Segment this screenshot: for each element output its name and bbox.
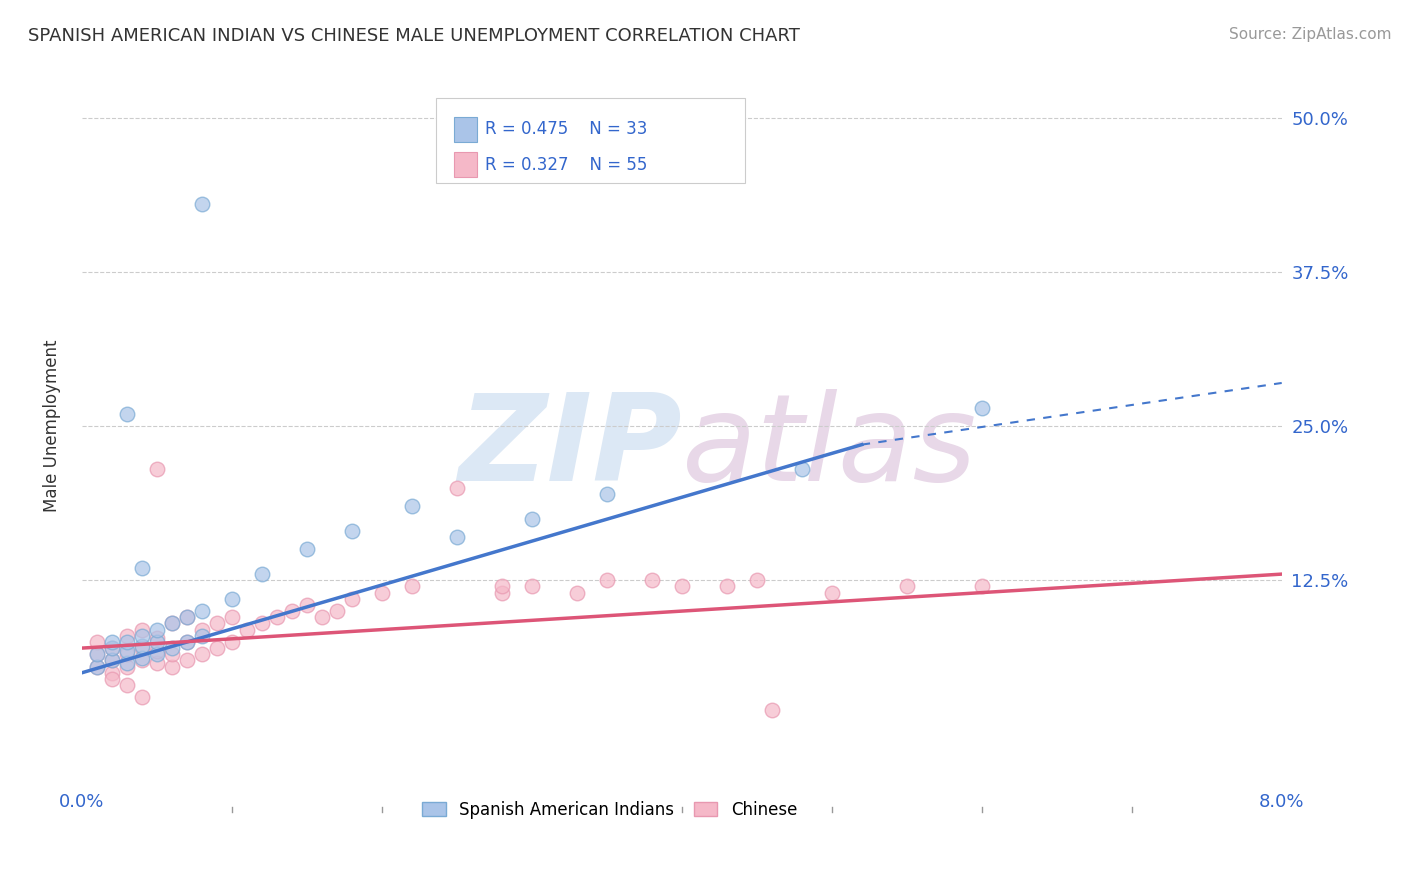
Y-axis label: Male Unemployment: Male Unemployment [44,340,60,512]
Point [101,672,124,686]
Point [205,616,228,631]
Point [101,641,124,656]
Text: atlas: atlas [682,389,977,506]
Point [671,579,693,593]
Point [326,604,349,618]
Point [131,651,153,665]
Point [520,579,543,593]
Point [115,678,138,692]
Text: Source: ZipAtlas.com: Source: ZipAtlas.com [1229,27,1392,42]
Point [745,574,768,588]
Point [115,643,138,657]
Point [176,635,198,649]
Point [295,542,318,557]
Text: SPANISH AMERICAN INDIAN VS CHINESE MALE UNEMPLOYMENT CORRELATION CHART: SPANISH AMERICAN INDIAN VS CHINESE MALE … [28,27,800,45]
Point [115,647,138,661]
Point [131,629,153,643]
Point [176,610,198,624]
Point [340,591,363,606]
Point [176,635,198,649]
Point [191,197,214,211]
Point [146,623,169,637]
Point [896,579,918,593]
Point [236,623,259,637]
Point [790,462,813,476]
Point [115,635,138,649]
Point [191,604,214,618]
Point [446,530,468,544]
Point [311,610,333,624]
Point [101,653,124,667]
Point [86,647,108,661]
Text: ZIP: ZIP [458,389,682,506]
Point [115,659,138,673]
Point [491,579,513,593]
Text: R = 0.327    N = 55: R = 0.327 N = 55 [485,156,647,174]
Point [520,511,543,525]
Point [101,641,124,656]
Point [250,616,273,631]
Point [266,610,288,624]
Point [131,623,153,637]
Point [101,665,124,680]
Point [401,579,423,593]
Point [716,579,738,593]
Point [205,641,228,656]
Point [596,487,619,501]
Point [131,639,153,653]
Point [281,604,304,618]
Point [86,647,108,661]
Point [970,401,993,415]
Point [131,690,153,705]
Point [115,407,138,421]
Point [191,623,214,637]
Point [340,524,363,538]
Text: R = 0.475    N = 33: R = 0.475 N = 33 [485,120,647,138]
Point [146,647,169,661]
Point [131,641,153,656]
Point [176,653,198,667]
Point [565,585,588,599]
Point [86,659,108,673]
Point [86,659,108,673]
Point [101,635,124,649]
Point [101,653,124,667]
Point [146,631,169,645]
Point [160,659,183,673]
Point [250,567,273,582]
Point [191,629,214,643]
Point [146,656,169,670]
Point [160,647,183,661]
Point [160,616,183,631]
Point [191,647,214,661]
Point [221,635,243,649]
Point [446,481,468,495]
Point [221,610,243,624]
Point [371,585,394,599]
Point [176,610,198,624]
Point [131,653,153,667]
Point [160,641,183,656]
Point [970,579,993,593]
Point [401,500,423,514]
Point [821,585,844,599]
Point [295,598,318,612]
Point [491,585,513,599]
Point [221,591,243,606]
Point [115,629,138,643]
Point [596,574,619,588]
Point [160,616,183,631]
Point [86,635,108,649]
Point [115,656,138,670]
Point [761,703,783,717]
Point [146,462,169,476]
Point [146,643,169,657]
Point [641,574,664,588]
Point [131,561,153,575]
Point [146,635,169,649]
Legend: Spanish American Indians, Chinese: Spanish American Indians, Chinese [416,794,804,825]
